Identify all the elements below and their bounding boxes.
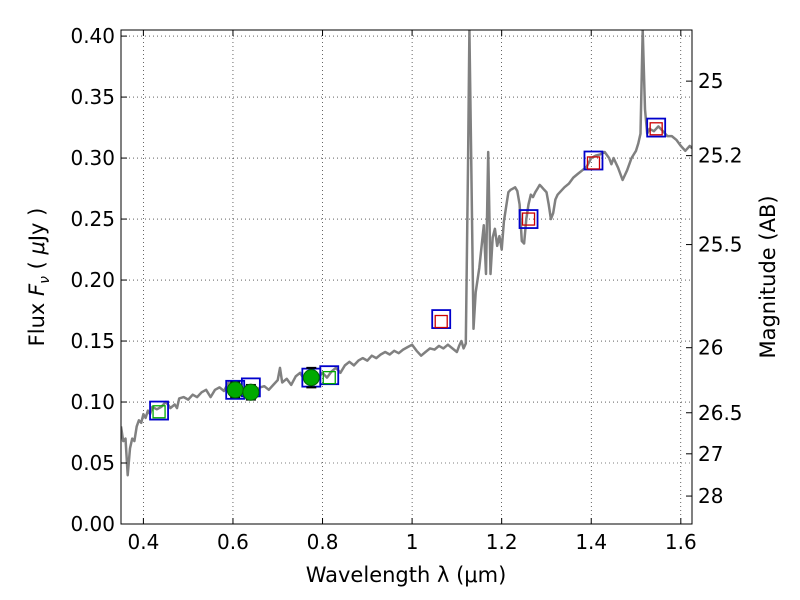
x-axis: 0.4 0.6 0.8 1 1.2 1.4 1.6 (127, 30, 697, 554)
magnitude-tick-label: 27 (698, 442, 723, 466)
x-tick-label: 1.6 (665, 530, 697, 554)
x-tick-label: 0.4 (127, 530, 159, 554)
x-axis-title: Wavelength λ (μm) (306, 563, 507, 587)
y-tick-label: 0.05 (70, 451, 115, 475)
model-photometry-green-marker (152, 405, 166, 419)
x-tick-label: 1.2 (486, 530, 518, 554)
x-tick-label: 0.8 (307, 530, 339, 554)
model-photometry-red-marker (586, 156, 601, 170)
measured-flux-point (302, 369, 320, 387)
x-tick-label: 0.6 (217, 530, 249, 554)
magnitude-tick-label: 25.2 (698, 144, 743, 168)
magnitude-tick-label: 26.5 (698, 401, 743, 425)
magnitude-tick-label: 26 (698, 336, 723, 360)
y-tick-label: 0.20 (70, 268, 115, 292)
y-tick-label: 0.35 (70, 85, 115, 109)
y-axis: 0.00 0.05 0.10 0.15 0.20 0.25 0.30 0.35 0.40 (70, 24, 127, 536)
y-tick-label: 0.15 (70, 329, 115, 353)
y-axis-title: Flux Fν ( μJy ) (25, 208, 53, 347)
x-tick-label: 1 (406, 530, 419, 554)
y-tick-label: 0.40 (70, 24, 115, 48)
y-axis-title-flux: Flux (25, 296, 49, 346)
measured-flux-point (226, 381, 244, 399)
y-axis-title-paren: ( (25, 255, 49, 277)
plot-frame (120, 29, 693, 525)
magnitude-axis-title: Magnitude (AB) (756, 195, 780, 358)
y-tick-label: 0.30 (70, 146, 115, 170)
magnitude-tick-label: 25.5 (698, 233, 743, 257)
x-tick-label: 1.4 (575, 530, 607, 554)
y-tick-label: 0.00 (70, 512, 115, 536)
model-photometry-red-marker (434, 314, 448, 329)
model-photometry-green-marker (322, 370, 336, 385)
measured-flux-point (242, 383, 260, 401)
observed-photometry-marker (518, 209, 539, 229)
y-tick-label: 0.10 (70, 390, 115, 414)
model-photometry-red-marker (521, 212, 536, 226)
model-spectrum-line (121, 30, 692, 477)
y-axis-title-mu: μ (25, 241, 49, 255)
series-layer (121, 30, 692, 477)
y-axis-title-f: F (25, 283, 49, 296)
magnitude-axis: 25 25.2 25.5 26 26.5 27 28 (686, 69, 743, 508)
y-axis-title-nu: ν (37, 276, 53, 284)
observed-photometry-marker (646, 117, 667, 138)
y-tick-label: 0.25 (70, 207, 115, 231)
magnitude-tick-label: 25 (698, 69, 723, 93)
plot-area (121, 30, 692, 524)
model-photometry-red-marker (649, 122, 663, 136)
magnitude-tick-label: 28 (698, 484, 723, 508)
observed-photometry-marker (149, 400, 169, 421)
y-axis-title-unit: Jy ) (25, 208, 49, 244)
